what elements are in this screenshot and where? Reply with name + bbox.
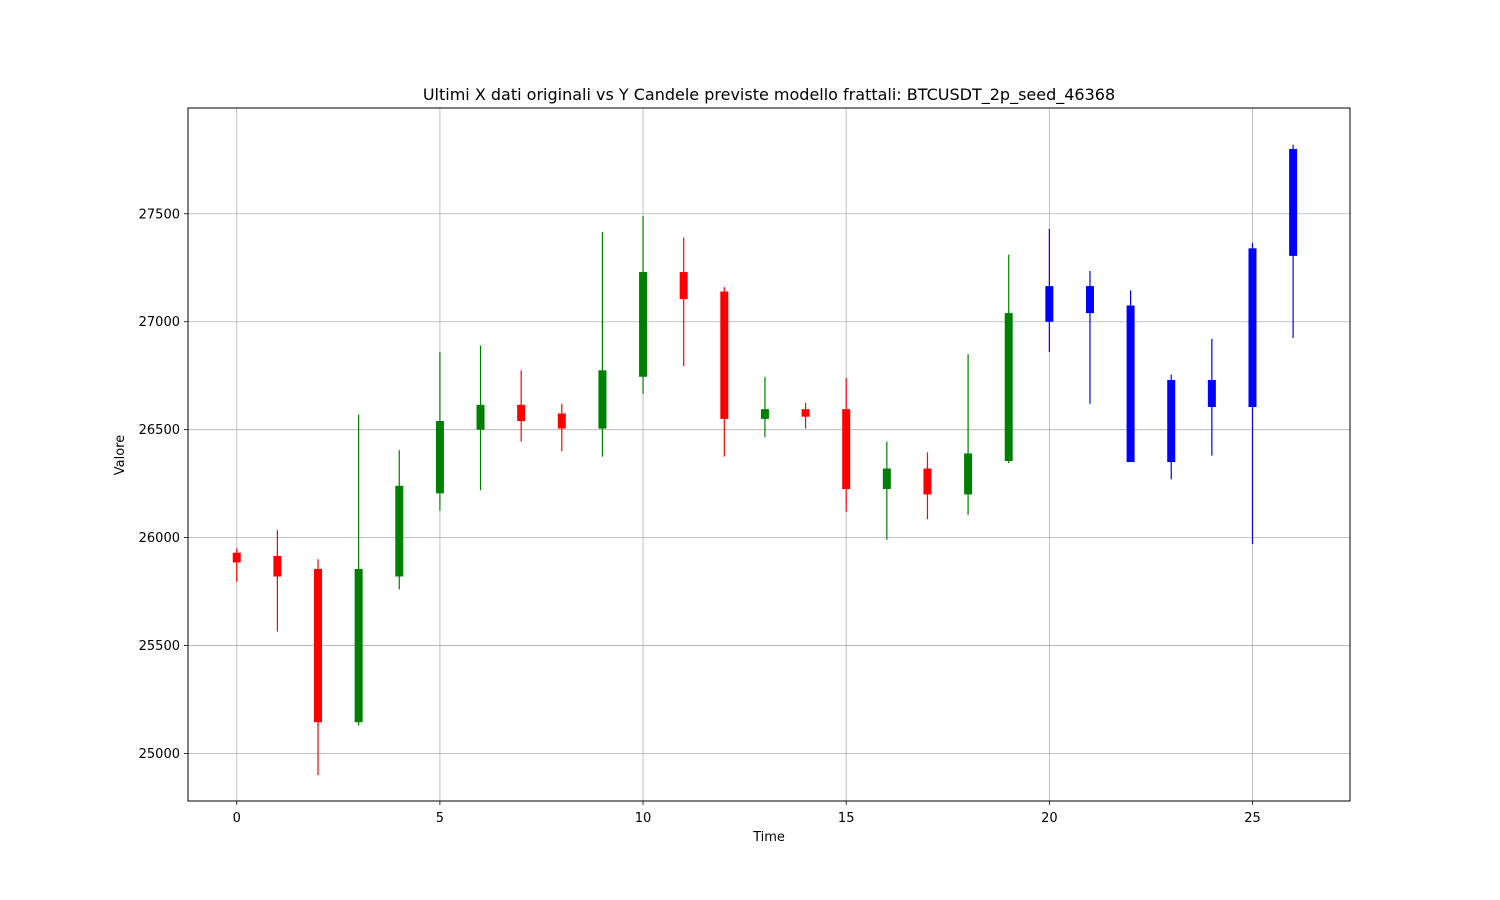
chart-title: Ultimi X dati originali vs Y Candele pre…: [423, 85, 1115, 105]
candle-body: [1085, 286, 1094, 314]
candles: [232, 144, 1298, 776]
candle-body: [517, 404, 526, 422]
y-tick-label: 25500: [139, 639, 180, 654]
candle-body: [354, 568, 363, 723]
y-axis-ticks: 25000 25500 26000 26500 27000 27500: [139, 207, 188, 762]
candle-body: [273, 555, 282, 577]
candle-body: [1004, 313, 1013, 461]
candle-body: [760, 409, 769, 419]
candle-body: [314, 568, 323, 723]
candle-body: [476, 404, 485, 430]
candle-body: [1248, 248, 1257, 408]
x-tick-label: 5: [436, 811, 444, 826]
candle-body: [1126, 305, 1135, 463]
y-tick-label: 26000: [139, 531, 180, 546]
y-tick-label: 26500: [139, 423, 180, 438]
candle-body: [882, 468, 891, 490]
candle-body: [639, 272, 648, 377]
y-tick-label: 27500: [139, 207, 180, 222]
x-tick-label: 10: [635, 811, 652, 826]
y-axis-label: Valore: [113, 435, 128, 475]
candle-body: [1045, 286, 1054, 322]
candle-body: [842, 409, 851, 490]
x-tick-label: 0: [233, 811, 241, 826]
x-tick-label: 25: [1244, 811, 1261, 826]
candle-body: [1167, 380, 1176, 463]
candle-body: [1207, 380, 1216, 408]
candle-body: [801, 409, 810, 417]
y-tick-label: 25000: [139, 747, 180, 762]
candle-body: [964, 453, 973, 495]
x-tick-label: 15: [838, 811, 855, 826]
x-axis-ticks: 0 5 10 15 20 25: [233, 801, 1261, 826]
candle-body: [1289, 149, 1298, 256]
candle-body: [923, 468, 932, 495]
candle-body: [679, 272, 688, 300]
axes-frame: [187, 107, 1351, 802]
y-tick-label: 27000: [139, 315, 180, 330]
candle-body: [232, 552, 241, 563]
candle-body: [598, 370, 607, 429]
x-axis-label: Time: [752, 830, 785, 845]
candle-body: [720, 291, 729, 419]
candle-body: [435, 421, 444, 494]
candle-body: [557, 413, 566, 429]
x-tick-label: 20: [1041, 811, 1058, 826]
candle-body: [395, 485, 404, 577]
